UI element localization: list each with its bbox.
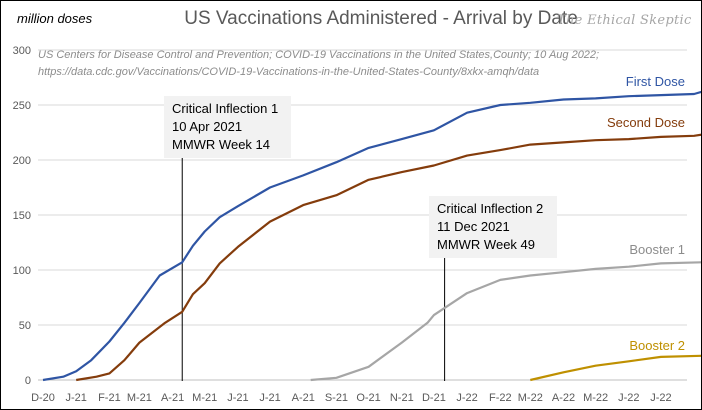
x-tick-label: J-22	[618, 392, 639, 404]
y-axis-label: million doses	[17, 11, 93, 26]
source-line-1: US Centers for Disease Control and Preve…	[38, 49, 600, 61]
x-tick-label: J-21	[65, 392, 86, 404]
x-tick-label: J-21	[227, 392, 248, 404]
chart-title: US Vaccinations Administered - Arrival b…	[184, 8, 578, 29]
x-tick-label: M-21	[127, 392, 152, 404]
y-tick-label: 0	[25, 375, 31, 387]
x-tick-label: A-22	[552, 392, 575, 404]
series-label-second-dose: Second Dose	[606, 115, 685, 130]
y-tick-label: 100	[13, 265, 31, 277]
y-tick-label: 300	[13, 45, 31, 57]
series-line-first-dose	[42, 90, 701, 382]
x-tick-label: J-22	[456, 392, 477, 404]
x-tick-label: J-21	[259, 392, 280, 404]
annotation-1-line-2: 10 Apr 2021	[172, 119, 243, 134]
x-tick-label: J-22	[650, 392, 671, 404]
series-label-booster-2: Booster 2	[629, 338, 685, 353]
x-tick-label: F-21	[98, 392, 121, 404]
x-tick-label: M-22	[518, 392, 543, 404]
annotation-2-line-3: MMWR Week 49	[437, 237, 535, 252]
annotation-1-line-1: Critical Inflection 1	[172, 101, 279, 116]
annotation-inflection-2: Critical Inflection 2 11 Dec 2021 MMWR W…	[429, 196, 557, 258]
x-tick-label: F-22	[489, 392, 512, 404]
x-tick-label: A-21	[292, 392, 315, 404]
watermark-logo: The Ethical Skeptic	[557, 13, 692, 28]
y-tick-label: 50	[19, 320, 31, 332]
y-tick-label: 150	[13, 210, 31, 222]
x-tick-label: D-21	[422, 392, 446, 404]
x-tick-label: S-21	[325, 392, 348, 404]
series-line-second-dose	[76, 133, 701, 382]
annotation-2-line-2: 11 Dec 2021	[437, 219, 510, 234]
series-line-booster-1	[310, 261, 701, 382]
source-line-2: https://data.cdc.gov/Vaccinations/COVID-…	[38, 66, 540, 78]
annotation-inflection-1: Critical Inflection 1 10 Apr 2021 MMWR W…	[164, 96, 291, 158]
x-tick-label: A-21	[161, 392, 184, 404]
annotation-1-line-3: MMWR Week 14	[172, 137, 270, 152]
series-line-booster-2	[530, 354, 701, 382]
x-tick-label: D-20	[31, 392, 55, 404]
x-tick-label: O-21	[356, 392, 380, 404]
series-label-booster-1: Booster 1	[629, 242, 685, 257]
y-tick-label: 200	[13, 155, 31, 167]
annotation-2-line-1: Critical Inflection 2	[437, 201, 544, 216]
series-label-first-dose: First Dose	[625, 74, 685, 89]
y-tick-label: 250	[13, 100, 31, 112]
x-tick-label: M-21	[192, 392, 217, 404]
x-tick-label: M-22	[583, 392, 608, 404]
x-tick-label: N-21	[390, 392, 414, 404]
